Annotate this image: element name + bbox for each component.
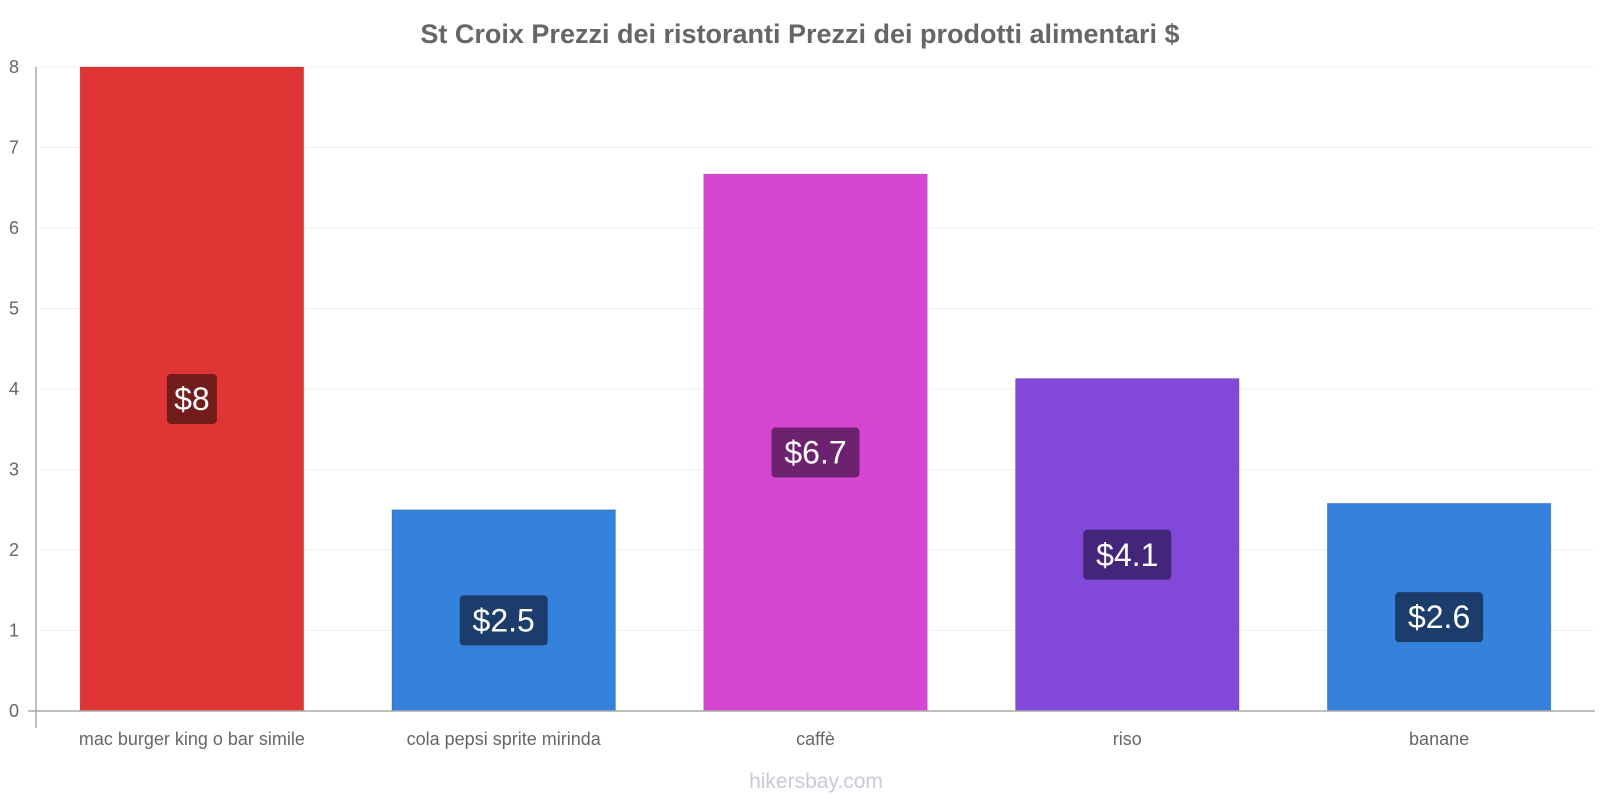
value-label-bg <box>1083 529 1172 580</box>
value-label: $2.5 <box>473 602 535 638</box>
y-tick-label: 4 <box>9 379 19 399</box>
x-tick-label: cola pepsi sprite mirinda <box>407 729 602 749</box>
watermark: hikersbay.com <box>749 770 883 793</box>
y-tick-label: 7 <box>9 138 19 158</box>
x-axis-ticks: mac burger king o bar simile cola pepsi s… <box>79 729 1469 749</box>
y-tick-label: 5 <box>9 299 19 319</box>
x-tick-label: mac burger king o bar simile <box>79 729 305 749</box>
y-tick-label: 0 <box>9 701 19 721</box>
y-tick-label: 8 <box>9 57 19 77</box>
value-label-bg <box>459 595 548 646</box>
value-label-bg <box>1395 592 1484 643</box>
value-label: $4.1 <box>1096 537 1158 573</box>
value-label: $6.7 <box>784 435 846 471</box>
y-tick-label: 2 <box>9 540 19 560</box>
value-label: $2.6 <box>1408 599 1470 635</box>
x-tick-label: riso <box>1113 729 1142 749</box>
y-tick-label: 1 <box>9 621 19 641</box>
y-axis-ticks: 0 1 2 3 4 5 6 7 8 <box>9 57 19 721</box>
x-tick-label: banane <box>1409 729 1469 749</box>
y-tick-label: 6 <box>9 218 19 238</box>
value-label: $8 <box>174 381 210 417</box>
value-labels: $8 $2.5 $6.7 $4.1 $2.6 <box>166 374 1484 646</box>
axes-group <box>28 67 1595 728</box>
y-tick-label: 3 <box>9 460 19 480</box>
x-tick-label: caffè <box>796 729 835 749</box>
chart-title: St Croix Prezzi dei ristoranti Prezzi de… <box>420 19 1179 49</box>
value-label-bg <box>771 427 860 478</box>
value-label-bg <box>166 374 217 424</box>
